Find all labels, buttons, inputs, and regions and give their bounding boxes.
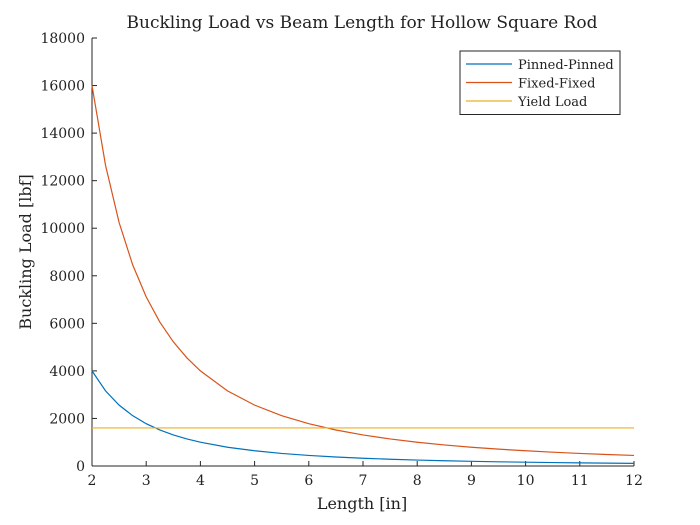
legend-label: Fixed-Fixed [518,77,595,92]
y-tick-label: 12000 [40,174,85,190]
series-line-fixed-fixed [91,85,635,457]
x-tick-label: 12 [625,473,643,489]
x-tick-label: 9 [467,473,476,489]
y-tick-label: 14000 [40,126,85,142]
y-tick-label: 8000 [49,269,85,285]
y-tick-label: 0 [76,459,85,475]
plot-area: 0 2000 4000 6000 8000 10000 12000 14000 16000 180… [40,31,642,489]
chart-title: Buckling Load vs Beam Length for Hollow … [127,13,598,33]
x-tick-label: 11 [571,473,589,489]
x-tick-label: 3 [142,473,151,489]
series-line-pinned-pinned [91,370,635,464]
y-tick-label: 2000 [49,411,85,427]
x-tick-label: 2 [88,473,97,489]
y-tick-label: 6000 [49,316,85,332]
legend-label: Yield Load [517,95,587,110]
x-tick-label: 10 [517,473,535,489]
y-axis-label: Buckling Load [lbf] [16,174,35,329]
legend: Pinned-Pinned Fixed-Fixed Yield Load [459,50,621,115]
y-tick-label: 4000 [49,364,85,380]
y-tick-label: 18000 [40,31,85,47]
x-tick-label: 4 [196,473,205,489]
x-tick-label: 5 [250,473,259,489]
x-axis-label: Length [in] [317,494,407,513]
legend-label: Pinned-Pinned [518,58,614,73]
x-tick-label: 8 [413,473,422,489]
y-tick-label: 10000 [40,221,85,237]
x-tick-label: 6 [304,473,313,489]
y-tick-label: 16000 [40,79,85,95]
x-tick-label: 7 [359,473,368,489]
